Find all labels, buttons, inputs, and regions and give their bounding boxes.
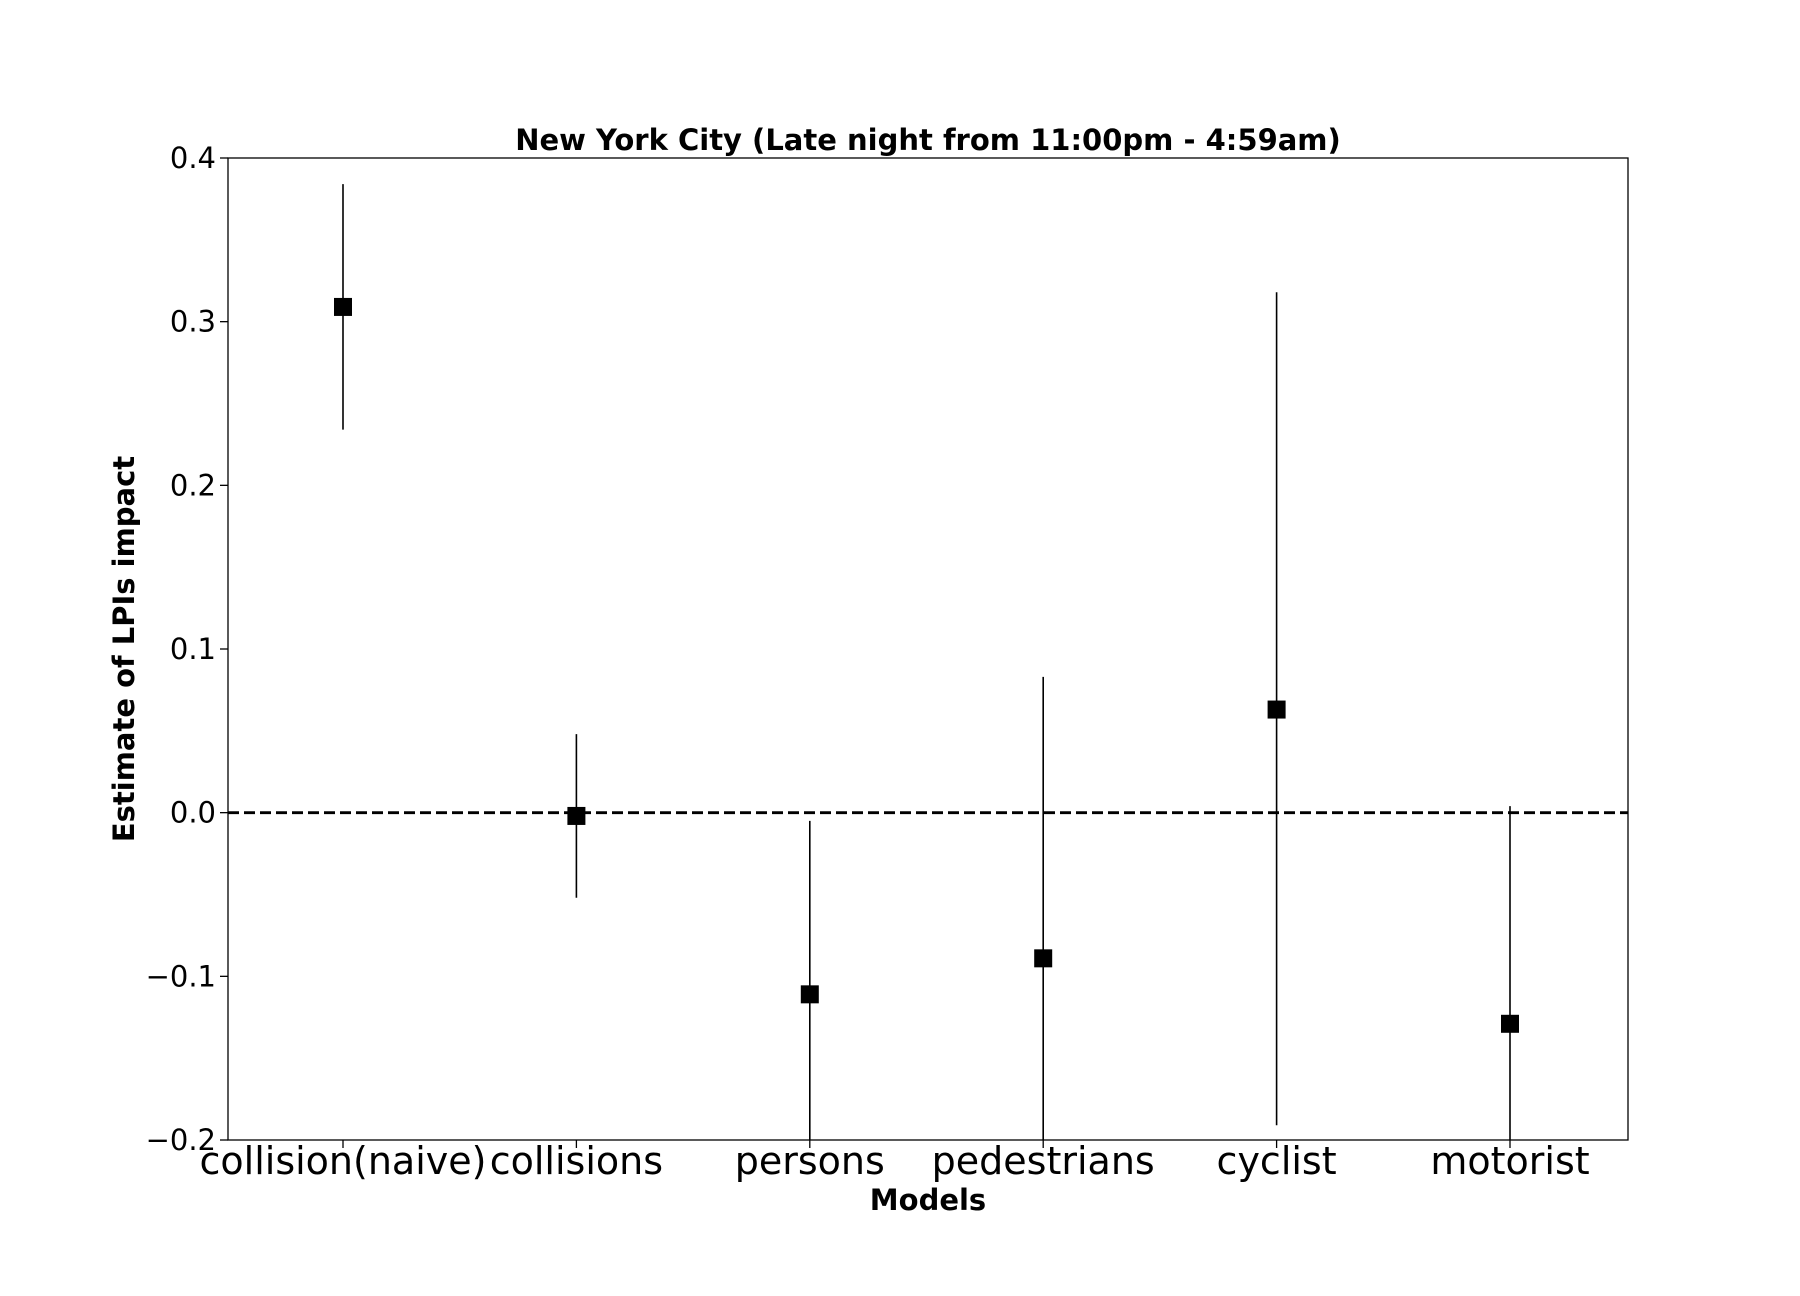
x-tick-label: pedestrians bbox=[932, 1139, 1155, 1183]
y-tick-label: 0.1 bbox=[170, 632, 216, 666]
y-tick-label: −0.2 bbox=[146, 1123, 216, 1157]
x-tick-label: collisions bbox=[490, 1139, 663, 1183]
x-tick-label: motorist bbox=[1430, 1139, 1589, 1183]
x-axis-label: Models bbox=[870, 1183, 986, 1217]
x-axis: collision(naive) collisions persons pedestr… bbox=[200, 1139, 1590, 1183]
chart-title: New York City (Late night from 11:00pm -… bbox=[515, 123, 1341, 157]
y-axis-label: Estimate of LPIs impact bbox=[107, 456, 141, 842]
estimate-marker bbox=[1501, 1014, 1519, 1033]
x-tick-label: persons bbox=[735, 1139, 885, 1183]
y-tick-label: 0.2 bbox=[170, 468, 216, 502]
x-tick-label: cyclist bbox=[1217, 1139, 1337, 1183]
plot-frame bbox=[227, 157, 1629, 1141]
estimate-marker bbox=[800, 985, 819, 1004]
estimate-marker bbox=[1034, 949, 1053, 968]
y-tick-label: 0.0 bbox=[170, 796, 216, 830]
estimate-marker bbox=[567, 806, 586, 825]
x-tick-label: collision(naive) bbox=[200, 1139, 487, 1183]
estimate-marker bbox=[1267, 700, 1286, 719]
plot-area bbox=[228, 184, 1628, 1140]
y-tick-label: 0.3 bbox=[170, 305, 216, 339]
estimate-marker bbox=[334, 297, 352, 316]
y-tick-label: 0.4 bbox=[170, 141, 216, 175]
y-axis: −0.2 −0.1 0.0 0.1 0.2 0.3 0.4 bbox=[146, 141, 228, 1157]
y-tick-label: −0.1 bbox=[146, 959, 216, 993]
